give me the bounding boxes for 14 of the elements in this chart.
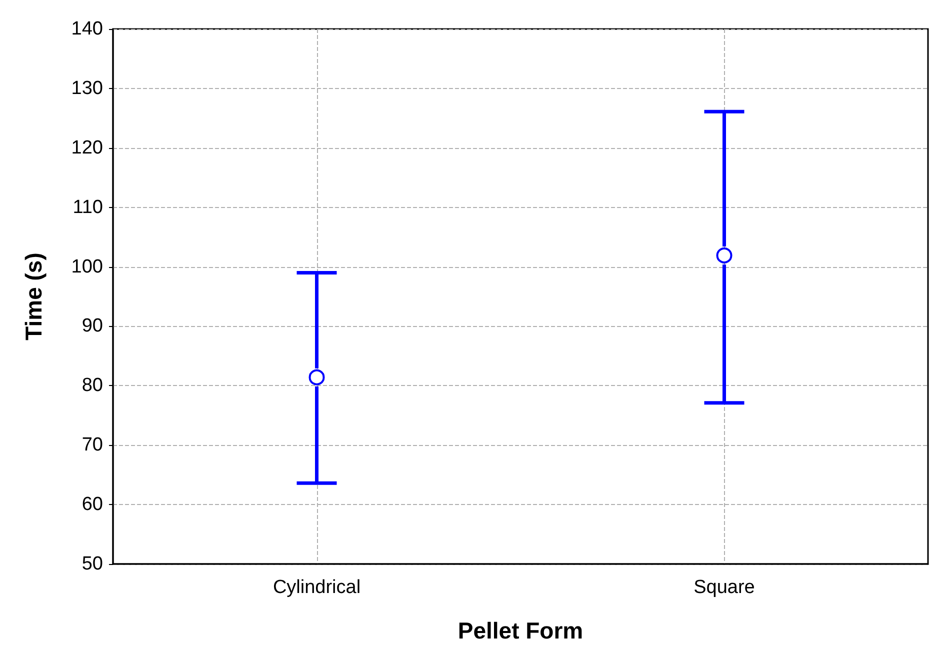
y-tick-label: 100 bbox=[71, 256, 103, 278]
y-tick-label: 140 bbox=[71, 18, 103, 40]
y-tick-label: 120 bbox=[71, 137, 103, 158]
x-axis-title: Pellet Form bbox=[458, 618, 584, 644]
x-tick-label: Cylindrical bbox=[272, 577, 361, 598]
y-tick-label: 130 bbox=[71, 78, 103, 99]
y-tick-label: 90 bbox=[82, 316, 103, 337]
x-tick-label: Square bbox=[694, 577, 755, 598]
y-tick-label: 70 bbox=[82, 434, 103, 456]
y-tick-label: 80 bbox=[82, 375, 103, 396]
y-tick-label: 60 bbox=[82, 494, 103, 516]
y-tick-label: 50 bbox=[82, 554, 103, 574]
y-tick-label: 110 bbox=[72, 196, 103, 218]
y-axis-title: Time (s) bbox=[20, 252, 46, 340]
